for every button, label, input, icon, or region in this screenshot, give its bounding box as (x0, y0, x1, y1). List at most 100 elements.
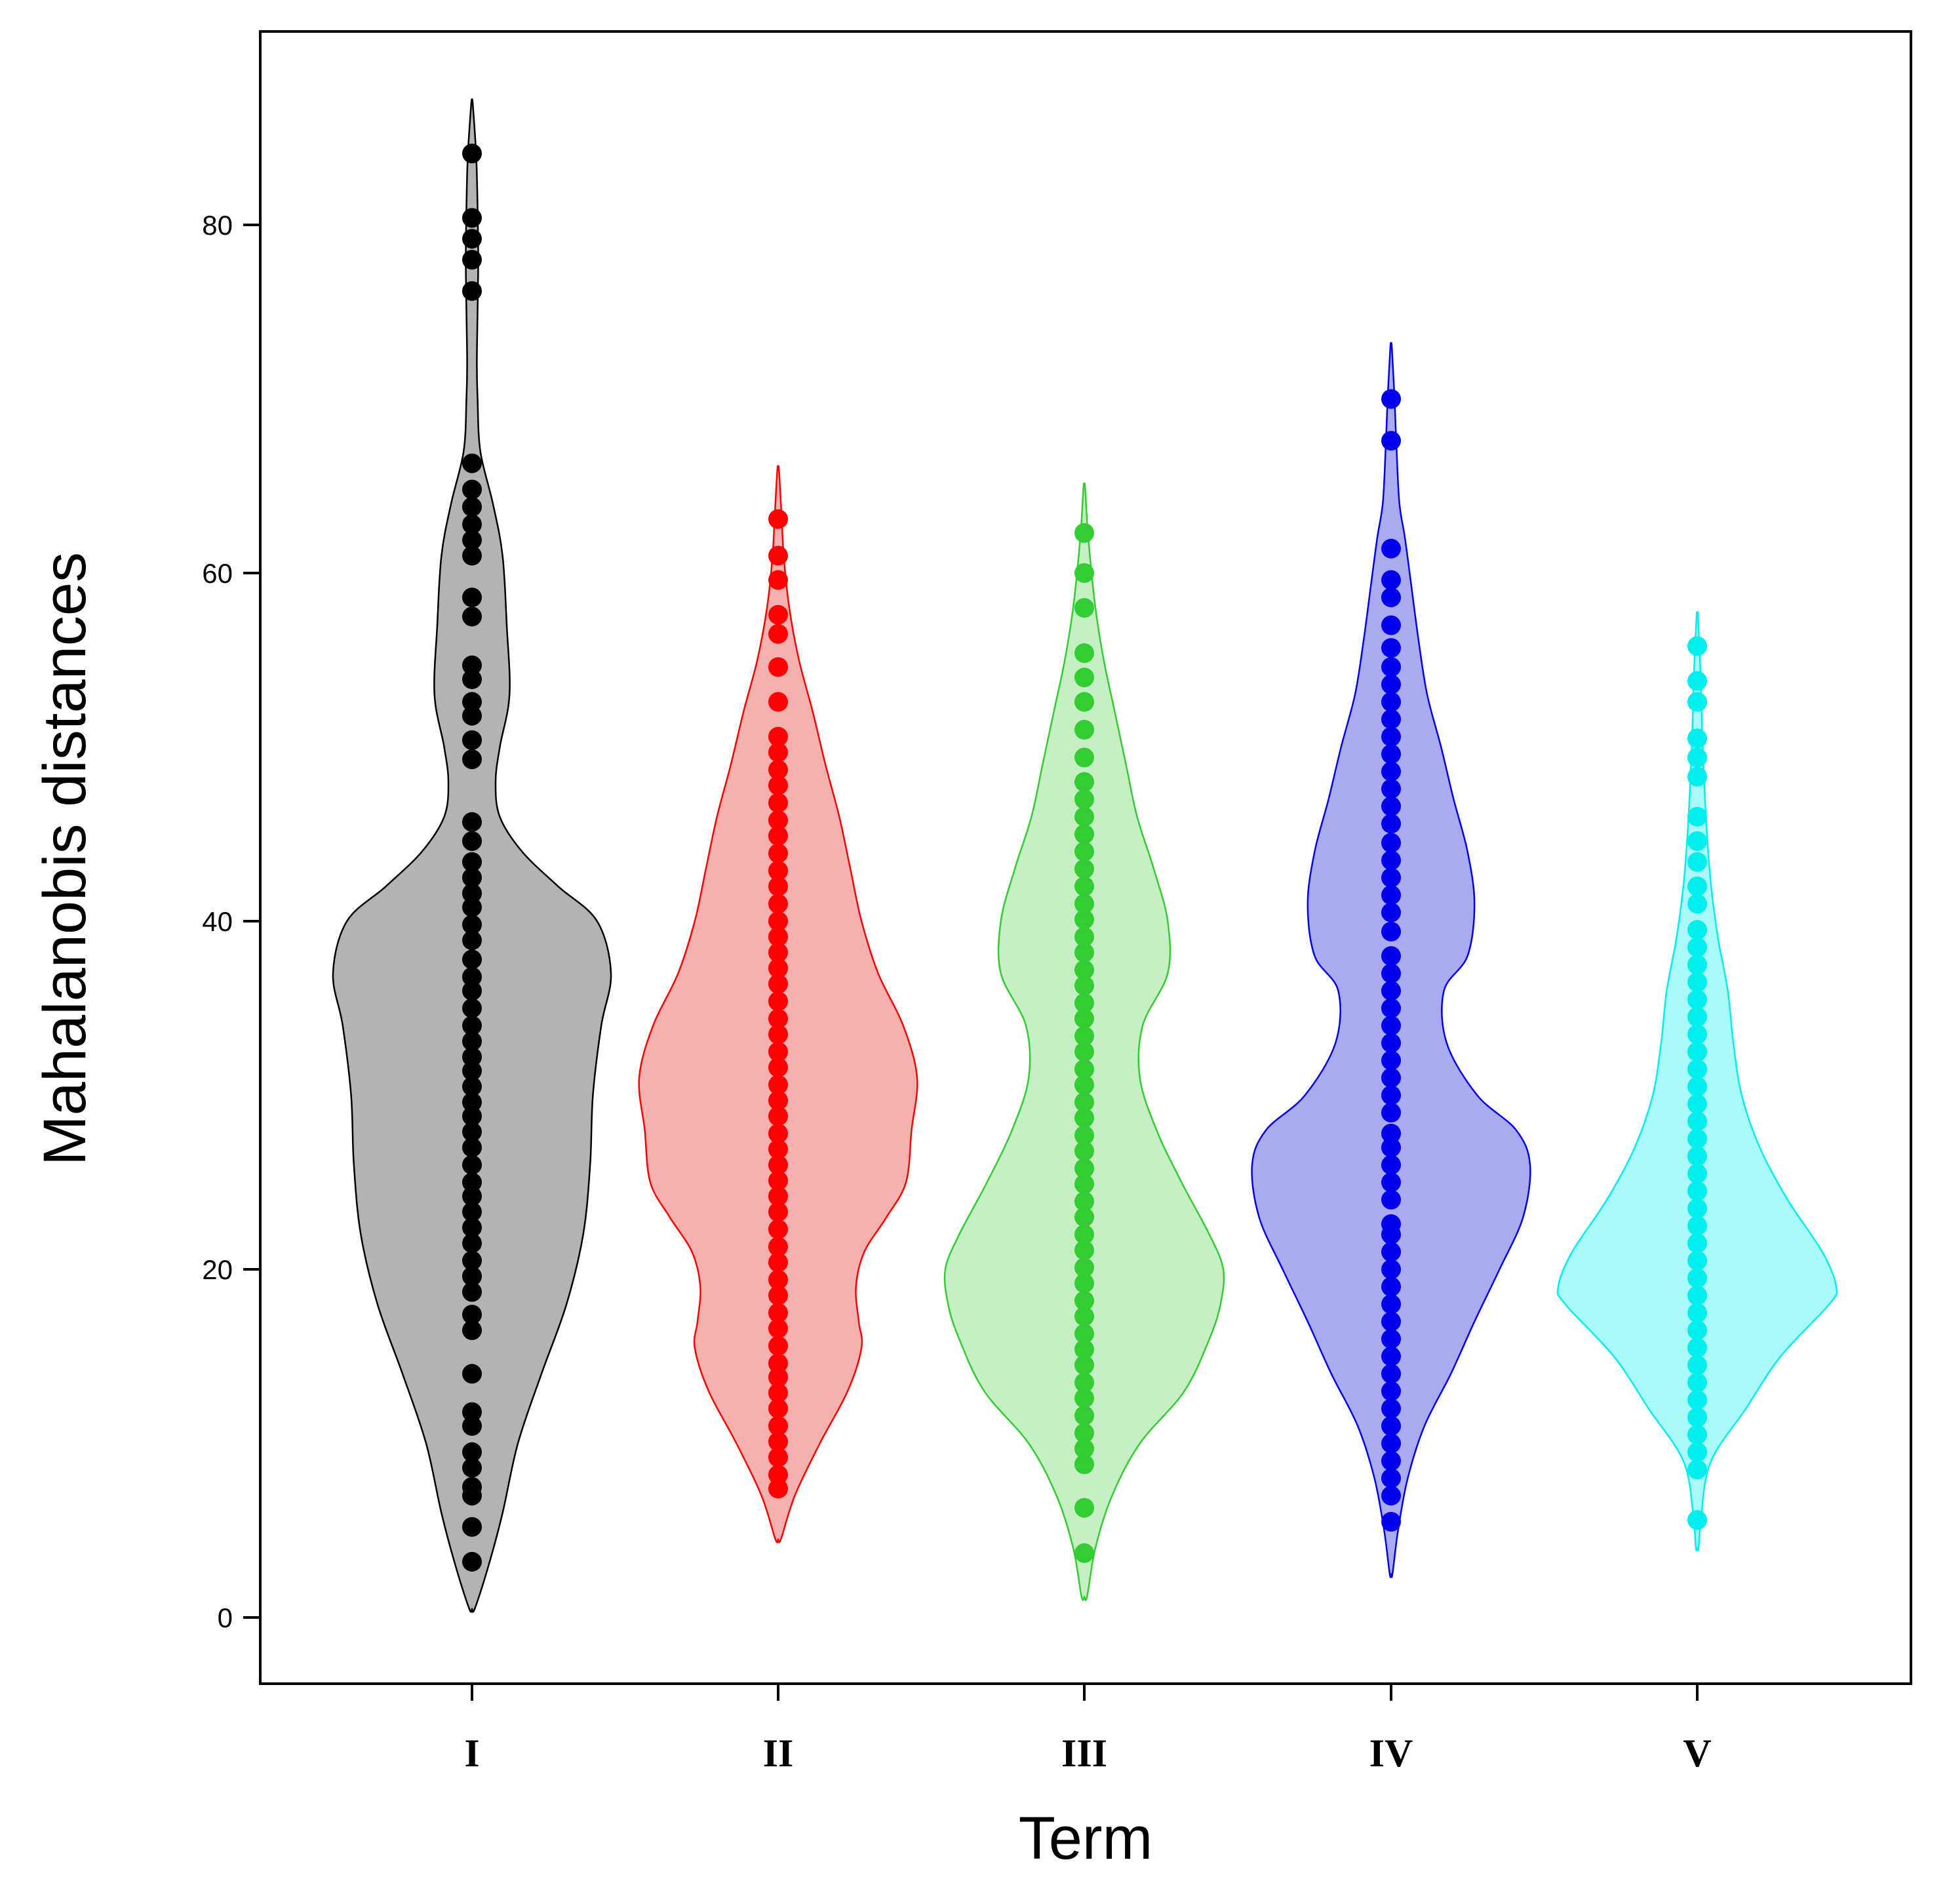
data-point (1381, 1329, 1401, 1349)
data-point (1381, 1512, 1401, 1532)
data-point (462, 530, 482, 550)
y-tick-label: 60 (202, 558, 233, 589)
data-point (1074, 1273, 1094, 1294)
data-point (1687, 692, 1707, 712)
data-point (1074, 1191, 1094, 1212)
data-point (1381, 1381, 1401, 1401)
data-point (1381, 1214, 1401, 1234)
data-point (1381, 998, 1401, 1018)
y-tick-label: 0 (218, 1602, 233, 1633)
data-point (1381, 946, 1401, 966)
data-point (1687, 1111, 1707, 1132)
data-point (768, 974, 788, 994)
x-tick-label: IV (1369, 1732, 1413, 1775)
data-point (1687, 894, 1707, 914)
data-point (1381, 709, 1401, 729)
data-point (1381, 833, 1401, 853)
data-point (462, 883, 482, 903)
data-point (1381, 1277, 1401, 1297)
data-point (1687, 1510, 1707, 1530)
x-tick-label: I (464, 1732, 479, 1775)
data-point (462, 1122, 482, 1142)
data-point (1381, 587, 1401, 608)
data-point (1074, 1355, 1094, 1375)
data-point (1687, 1285, 1707, 1305)
data-point (1381, 674, 1401, 694)
data-point (1687, 1024, 1707, 1044)
data-point (1687, 876, 1707, 896)
data-point (768, 991, 788, 1012)
data-point (1381, 981, 1401, 1001)
data-point (1074, 876, 1094, 896)
data-point (1381, 744, 1401, 764)
data-point (1074, 1306, 1094, 1326)
data-point (1687, 1007, 1707, 1027)
data-point (1381, 1398, 1401, 1419)
data-point (1687, 728, 1707, 749)
data-point (1074, 720, 1094, 740)
data-point (1687, 831, 1707, 851)
data-point (1074, 598, 1094, 618)
data-point (768, 1319, 788, 1339)
data-point (462, 831, 482, 851)
data-point (462, 1282, 482, 1302)
data-point (1687, 1250, 1707, 1271)
data-point (1381, 1138, 1401, 1158)
data-point (462, 1047, 482, 1067)
data-point (768, 1170, 788, 1191)
data-point (462, 1016, 482, 1036)
data-point (462, 1218, 482, 1238)
data-point (768, 1465, 788, 1485)
data-point (1381, 1364, 1401, 1384)
data-point (1687, 852, 1707, 872)
data-point (1074, 789, 1094, 810)
data-point (768, 1447, 788, 1467)
data-point (1381, 726, 1401, 747)
data-point (768, 1024, 788, 1044)
x-axis-title: Term (1019, 1805, 1152, 1872)
data-point (462, 545, 482, 566)
data-point (1074, 859, 1094, 879)
data-point (1381, 1033, 1401, 1053)
data-point (1381, 1486, 1401, 1506)
data-point (768, 1478, 788, 1499)
data-point (462, 587, 482, 608)
data-point (768, 1336, 788, 1356)
data-point (1381, 1346, 1401, 1366)
data-point (768, 1416, 788, 1436)
data-point (1381, 431, 1401, 451)
data-point (768, 1075, 788, 1095)
data-point (1074, 1372, 1094, 1393)
data-point (462, 1517, 482, 1537)
data-point (1687, 1059, 1707, 1079)
data-point (462, 1477, 482, 1497)
data-point (462, 1364, 482, 1384)
data-point (1381, 1050, 1401, 1071)
data-point (1074, 1008, 1094, 1029)
data-point (1687, 1320, 1707, 1340)
data-point (1381, 902, 1401, 922)
data-point (1687, 1390, 1707, 1410)
data-point (1074, 1339, 1094, 1360)
data-point (462, 1416, 482, 1436)
data-point (768, 1237, 788, 1257)
data-point (1074, 976, 1094, 996)
data-point (1687, 1233, 1707, 1254)
data-point (1074, 772, 1094, 792)
data-point (1074, 1258, 1094, 1278)
data-point (462, 1442, 482, 1462)
data-point (768, 545, 788, 566)
data-point (1381, 1103, 1401, 1122)
data-point (768, 1155, 788, 1175)
data-point (1687, 1216, 1707, 1236)
data-point (1381, 389, 1401, 409)
data-point (1381, 1259, 1401, 1279)
data-point (1687, 955, 1707, 975)
data-point (462, 852, 482, 872)
data-point (1074, 1543, 1094, 1563)
data-point (768, 1431, 788, 1452)
data-point (462, 897, 482, 917)
data-point (1074, 1141, 1094, 1161)
data-point (1074, 942, 1094, 962)
data-point (1687, 1303, 1707, 1323)
